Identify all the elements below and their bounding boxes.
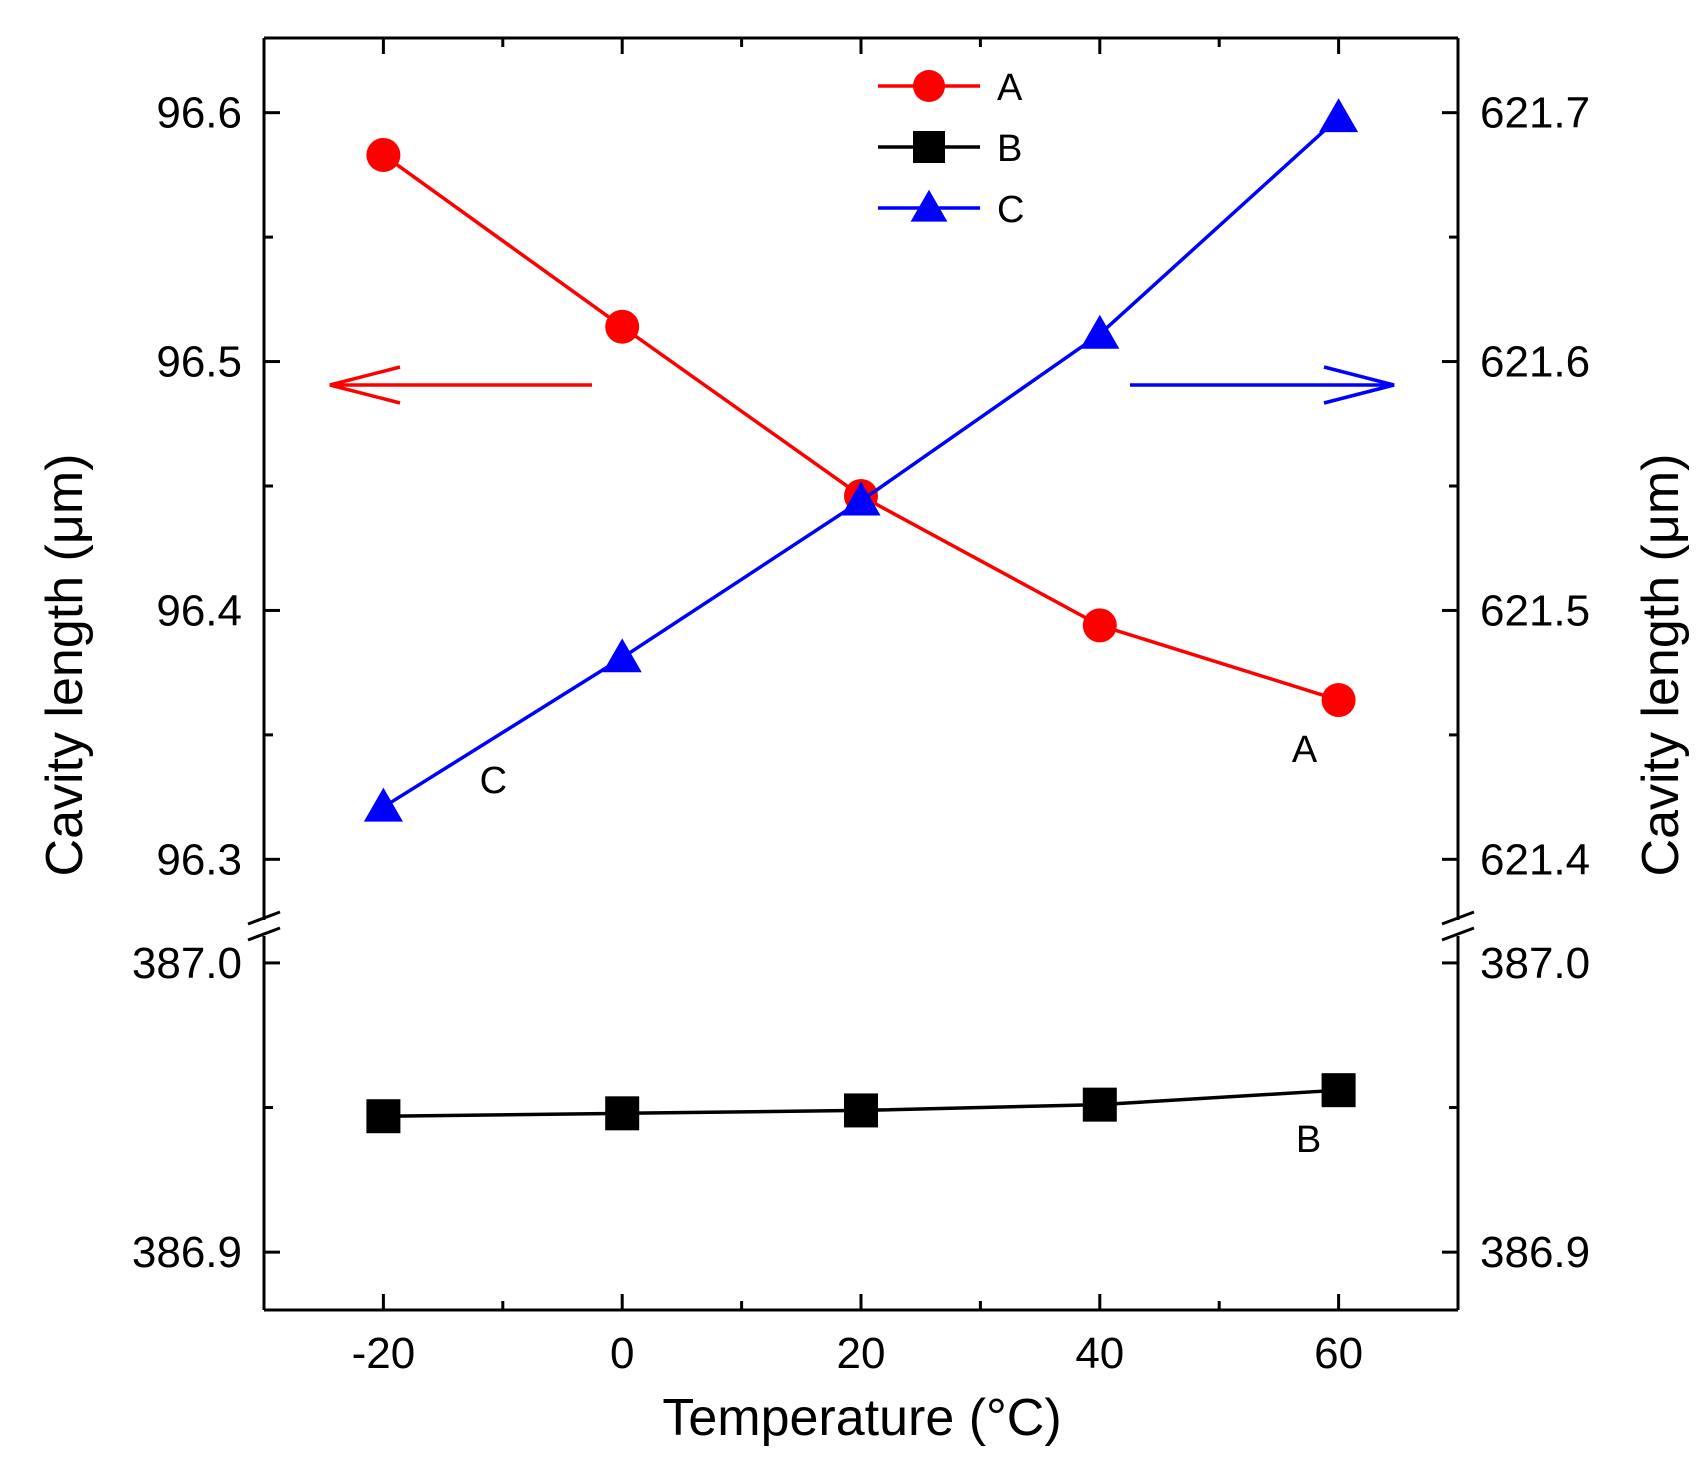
left-axis-break-mark bbox=[247, 926, 281, 942]
upper-right-y-tick-label: 621.7 bbox=[1480, 89, 1590, 138]
legend-marker-c bbox=[910, 189, 948, 222]
lower-right-y-tick-label: 386.9 bbox=[1480, 1228, 1590, 1277]
legend-label-b: B bbox=[997, 128, 1022, 170]
upper-left-y-tick-label: 96.3 bbox=[156, 835, 242, 884]
series-b-point bbox=[1321, 1073, 1356, 1108]
x-tick-label: 20 bbox=[837, 1329, 886, 1378]
series-b-point bbox=[366, 1099, 401, 1134]
lower-left-y-tick-label: 387.0 bbox=[132, 939, 242, 988]
series-c-point bbox=[1319, 98, 1359, 133]
lower-right-y-tick-label: 387.0 bbox=[1480, 939, 1590, 988]
series-annotation-b: B bbox=[1296, 1119, 1321, 1161]
series-a-point bbox=[605, 309, 640, 344]
upper-right-y-tick-label: 621.5 bbox=[1480, 586, 1590, 635]
right-axis-arrow-head bbox=[1323, 365, 1395, 405]
x-tick-label: 40 bbox=[1075, 1329, 1124, 1378]
right-axis-break-mark bbox=[1441, 926, 1475, 942]
series-b-point bbox=[605, 1096, 640, 1131]
x-tick-label: 60 bbox=[1314, 1329, 1363, 1378]
series-a-point bbox=[1082, 608, 1117, 643]
series-a-line bbox=[382, 153, 1340, 702]
upper-left-y-tick-label: 96.4 bbox=[156, 586, 242, 635]
x-tick-label: 0 bbox=[610, 1329, 634, 1378]
upper-right-y-tick-label: 621.4 bbox=[1480, 835, 1590, 884]
series-c-point bbox=[363, 787, 403, 822]
legend: ABC bbox=[878, 67, 1024, 231]
series-b-point bbox=[1082, 1087, 1117, 1122]
series-c-point bbox=[841, 481, 881, 516]
data-series bbox=[363, 98, 1359, 1134]
series-c-point bbox=[602, 638, 642, 673]
left-axis-break-mark bbox=[247, 910, 281, 926]
legend-label-c: C bbox=[997, 189, 1024, 231]
left-axis-arrow-head bbox=[329, 365, 401, 405]
upper-left-y-tick-label: 96.6 bbox=[156, 89, 242, 138]
annotations: C A B bbox=[329, 365, 1395, 1161]
series-annotation-c: C bbox=[480, 760, 507, 802]
upper-left-y-tick-label: 96.5 bbox=[156, 338, 242, 387]
legend-label-a: A bbox=[997, 67, 1023, 109]
series-a-point bbox=[366, 137, 401, 172]
legend-marker-b bbox=[913, 131, 945, 163]
left-y-axis-title: Cavity length (μm) bbox=[36, 454, 94, 877]
series-annotation-a: A bbox=[1292, 729, 1318, 771]
lower-left-y-tick-label: 386.9 bbox=[132, 1228, 242, 1277]
right-y-axis-title: Cavity length (μm) bbox=[1632, 454, 1690, 877]
series-a-point bbox=[1321, 683, 1356, 718]
x-axis-title: Temperature (°C) bbox=[662, 1389, 1061, 1447]
series-c-line bbox=[382, 116, 1340, 809]
legend-marker-a bbox=[913, 70, 945, 102]
tick-labels: -20 0 20 40 60 96.3 96.4 96.5 96.6 621.4 621.5 621.… bbox=[132, 89, 1590, 1378]
series-c-point bbox=[1080, 314, 1120, 349]
upper-right-y-tick-label: 621.6 bbox=[1480, 338, 1590, 387]
axis-ticks bbox=[264, 38, 1458, 1310]
series-b-point bbox=[844, 1093, 878, 1128]
right-axis-break-mark bbox=[1441, 910, 1475, 926]
plot-frame bbox=[247, 36, 1475, 1312]
x-tick-label: -20 bbox=[352, 1329, 416, 1378]
